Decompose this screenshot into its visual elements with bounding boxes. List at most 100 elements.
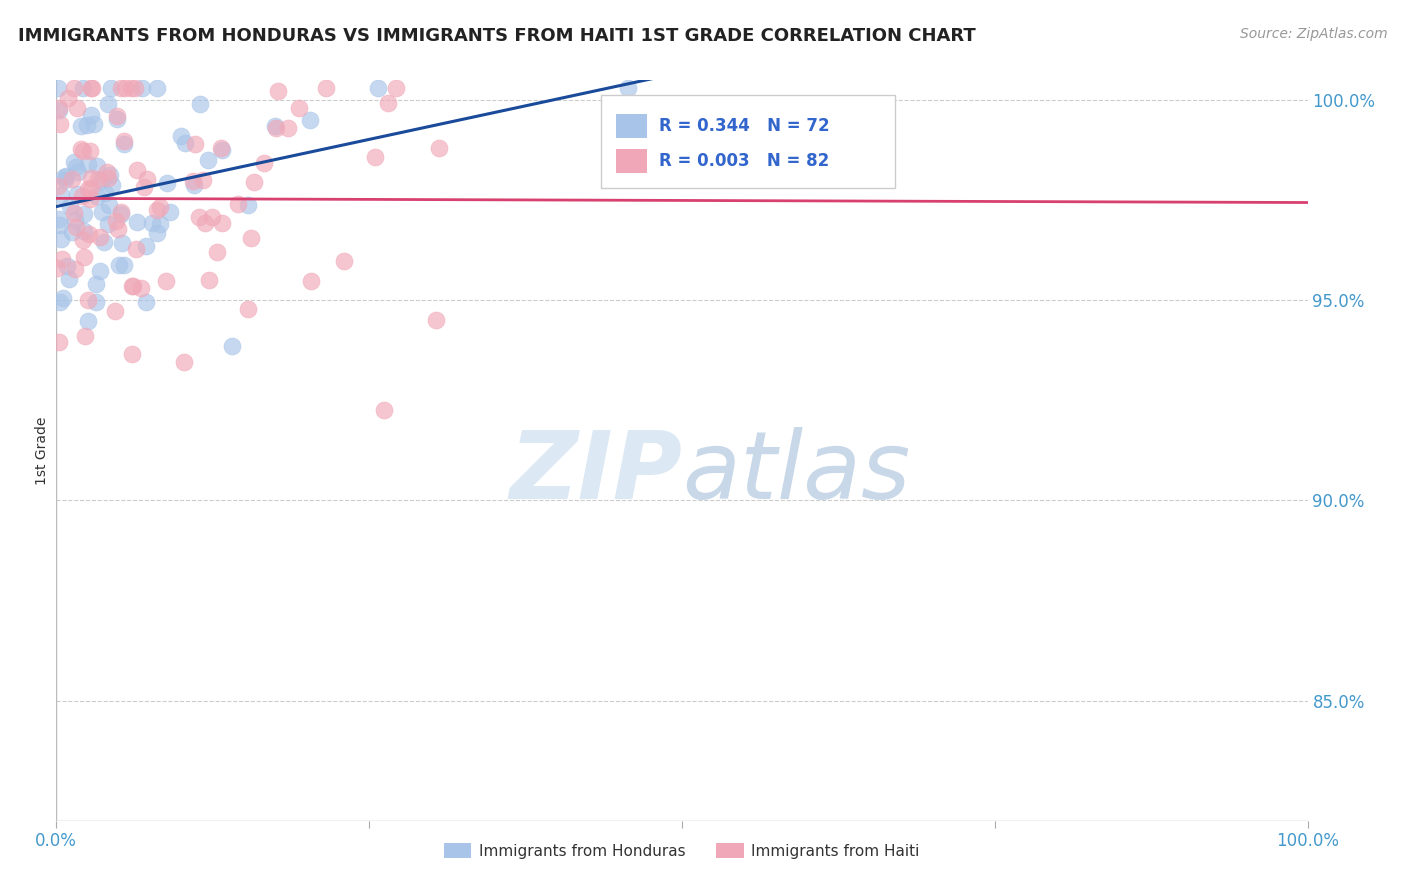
Point — [67, 164, 90, 178]
Text: Source: ZipAtlas.com: Source: ZipAtlas.com — [1240, 27, 1388, 41]
Point — [90, 205, 112, 219]
Point — [146, 226, 169, 240]
Point — [49, 218, 72, 232]
Point — [77, 314, 100, 328]
Point — [114, 81, 136, 95]
Point — [299, 274, 322, 288]
Point — [77, 293, 100, 308]
Point — [72, 81, 94, 95]
Point — [80, 108, 103, 122]
Point — [89, 264, 111, 278]
FancyBboxPatch shape — [600, 95, 894, 187]
Point — [190, 97, 212, 112]
Point — [86, 159, 108, 173]
Point — [110, 206, 132, 220]
Point — [80, 81, 103, 95]
Text: R = 0.344   N = 72: R = 0.344 N = 72 — [659, 117, 830, 136]
Point — [77, 227, 100, 241]
Point — [135, 294, 157, 309]
Point — [187, 210, 209, 224]
Point — [79, 193, 101, 207]
Point — [121, 347, 143, 361]
Point — [65, 213, 87, 227]
Point — [267, 84, 290, 98]
Point — [205, 244, 228, 259]
Point — [83, 117, 105, 131]
Point — [112, 136, 135, 151]
Point — [51, 232, 73, 246]
Point — [191, 173, 214, 187]
Point — [155, 274, 177, 288]
Text: R = 0.003   N = 82: R = 0.003 N = 82 — [659, 152, 830, 170]
Point — [60, 225, 83, 239]
Point — [73, 250, 96, 264]
Point — [96, 164, 118, 178]
Point — [52, 291, 75, 305]
Point — [146, 81, 169, 95]
Point — [62, 81, 84, 95]
Point — [70, 188, 93, 202]
Point — [427, 141, 450, 155]
Point — [72, 233, 94, 247]
Point — [87, 171, 110, 186]
Point — [236, 301, 259, 316]
Point — [384, 81, 406, 95]
Point — [97, 96, 120, 111]
Text: IMMIGRANTS FROM HONDURAS VS IMMIGRANTS FROM HAITI 1ST GRADE CORRELATION CHART: IMMIGRANTS FROM HONDURAS VS IMMIGRANTS F… — [18, 27, 976, 45]
Point — [170, 128, 193, 143]
Point — [97, 217, 120, 231]
Point — [266, 120, 288, 135]
Point — [221, 339, 243, 353]
Point — [80, 81, 103, 95]
Point — [135, 239, 157, 253]
Point — [211, 216, 233, 230]
Point — [59, 199, 82, 213]
Point — [63, 206, 86, 220]
Point — [93, 235, 115, 249]
Point — [89, 229, 111, 244]
Point — [58, 272, 80, 286]
Point — [101, 178, 124, 193]
Point — [48, 101, 70, 115]
Point — [112, 258, 135, 272]
Point — [136, 172, 159, 186]
Point — [72, 145, 94, 159]
Point — [84, 277, 107, 291]
Point — [110, 81, 132, 95]
Y-axis label: 1st Grade: 1st Grade — [35, 417, 49, 484]
Point — [105, 109, 128, 123]
Point — [73, 329, 96, 343]
Point — [364, 150, 387, 164]
Point — [55, 169, 77, 183]
Point — [277, 120, 299, 135]
Point — [46, 179, 69, 194]
Point — [46, 261, 69, 276]
Point — [107, 258, 129, 272]
Point — [125, 243, 148, 257]
Point — [49, 295, 72, 310]
Point — [107, 221, 129, 235]
Point — [159, 205, 181, 219]
Point — [110, 204, 132, 219]
Point — [211, 143, 233, 157]
Point — [105, 112, 128, 126]
Point — [129, 281, 152, 295]
Point — [367, 81, 389, 95]
Point — [48, 335, 70, 350]
Point — [156, 177, 179, 191]
Point — [94, 186, 117, 200]
FancyBboxPatch shape — [616, 114, 647, 138]
Point — [252, 156, 274, 170]
Point — [104, 213, 127, 227]
Point — [98, 168, 121, 182]
FancyBboxPatch shape — [616, 149, 647, 173]
Point — [127, 214, 149, 228]
Point — [174, 136, 197, 150]
Point — [79, 145, 101, 159]
Point — [62, 154, 84, 169]
Point — [198, 273, 221, 287]
Point — [197, 153, 219, 168]
Point — [131, 81, 153, 95]
Point — [124, 81, 146, 95]
Point — [58, 91, 80, 105]
